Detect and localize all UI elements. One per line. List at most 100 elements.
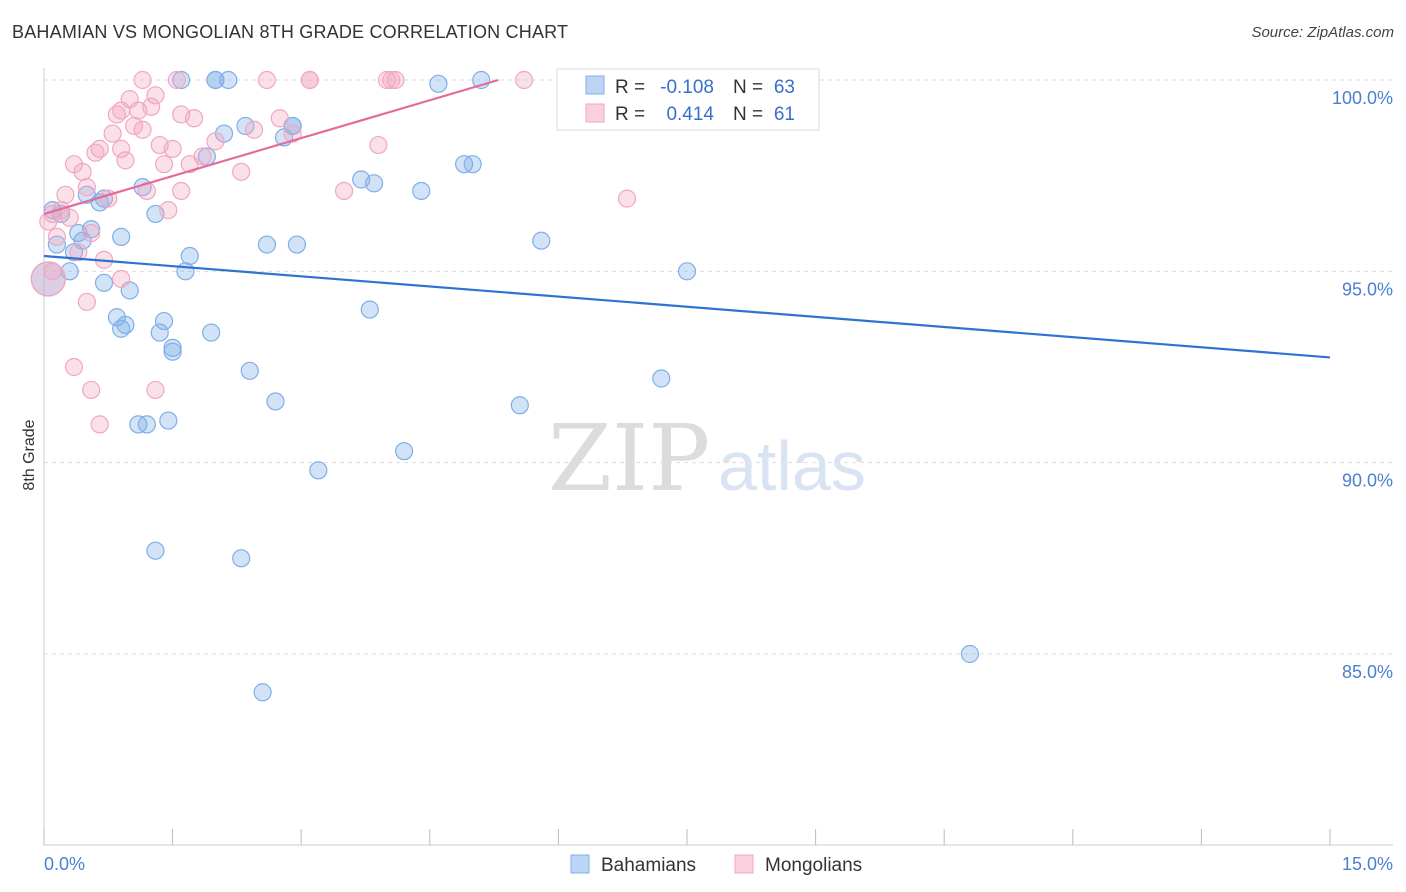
mongolians-points (30, 70, 637, 434)
source-label: Source: ZipAtlas.com (1251, 24, 1394, 41)
data-point-mongolians (172, 181, 191, 201)
data-point-bahamians (532, 231, 551, 250)
data-point-bahamians (412, 181, 431, 201)
data-point-mongolians (257, 70, 277, 90)
data-point-bahamians (82, 220, 101, 239)
y-tick-label: 85.0% (1342, 662, 1393, 682)
series-legend-label-mongolians: Mongolians (765, 855, 862, 876)
data-point-mongolians (103, 124, 122, 143)
data-point-bahamians (257, 235, 277, 254)
x-tick-label-min: 0.0% (44, 854, 85, 874)
data-point-bahamians (47, 235, 66, 254)
data-point-bahamians (219, 70, 238, 90)
data-point-bahamians (159, 411, 178, 430)
watermark-zip: ZIP (548, 405, 710, 512)
data-point-bahamians (463, 155, 482, 174)
data-point-mongolians (232, 162, 251, 181)
data-point-bahamians (112, 227, 131, 246)
chart-title: BAHAMIAN VS MONGOLIAN 8TH GRADE CORRELAT… (12, 22, 569, 42)
legend-n-label-bahamians: N = (733, 77, 763, 98)
data-point-mongolians (60, 208, 79, 227)
data-point-mongolians (167, 70, 186, 90)
data-point-bahamians (429, 74, 448, 93)
legend-r-value-bahamians: -0.108 (660, 77, 714, 98)
data-point-mongolians (82, 223, 101, 243)
trend-line-bahamians (43, 254, 1331, 359)
data-point-mongolians (90, 415, 109, 434)
y-tick-label: 95.0% (1342, 279, 1393, 299)
series-legend-label-bahamians: Bahamians (601, 855, 696, 876)
data-point-mongolians (146, 86, 165, 105)
y-tick-label: 100.0% (1332, 88, 1393, 108)
data-point-bahamians (652, 369, 671, 388)
data-point-mongolians (300, 70, 319, 90)
data-point-mongolians (77, 178, 96, 197)
legend-swatch-mongolians (585, 103, 605, 123)
series-legend-swatch-bahamians (570, 854, 590, 874)
data-point-mongolians (77, 292, 96, 312)
data-point-mongolians (184, 109, 204, 128)
data-point-mongolians (270, 109, 289, 128)
data-point-bahamians (94, 273, 114, 292)
data-point-mongolians (163, 139, 182, 158)
data-point-mongolians (283, 124, 302, 143)
data-point-mongolians (386, 70, 405, 90)
y-axis-label: 8th Grade (21, 419, 38, 490)
data-point-mongolians (47, 227, 66, 246)
data-point-mongolians (133, 70, 152, 90)
legend-n-value-bahamians: 63 (774, 77, 795, 98)
bahamians-points (30, 70, 980, 702)
data-point-bahamians (116, 315, 135, 335)
data-point-mongolians (617, 189, 637, 208)
series-legend: Bahamians Mongolians (570, 854, 862, 876)
data-point-bahamians (163, 342, 182, 361)
y-tick-label: 90.0% (1342, 471, 1393, 491)
axes (43, 68, 1393, 846)
data-point-bahamians (287, 235, 307, 254)
data-point-bahamians (364, 174, 384, 193)
legend-r-label-bahamians: R = (615, 77, 645, 98)
data-point-mongolians (116, 151, 135, 170)
data-point-mongolians (73, 162, 92, 181)
data-point-bahamians (146, 541, 165, 560)
y-tick-labels: 100.0% 95.0% 90.0% 85.0% (1332, 88, 1393, 682)
series-legend-swatch-mongolians (734, 854, 754, 874)
data-point-bahamians (266, 392, 285, 411)
data-point-bahamians (309, 461, 328, 480)
legend-swatch-bahamians (585, 75, 605, 95)
data-point-bahamians (172, 70, 191, 90)
data-point-mongolians (69, 243, 88, 262)
x-tick-label-max: 15.0% (1342, 854, 1393, 874)
data-point-bahamians (137, 415, 156, 434)
data-point-bahamians (202, 323, 221, 342)
data-point-mongolians (382, 70, 401, 90)
stats-legend: R = -0.108 N = 63 R = 0.414 N = 61 (556, 68, 820, 131)
data-point-mongolians (206, 132, 225, 151)
data-point-mongolians (112, 139, 131, 158)
watermark: ZIP atlas (548, 405, 866, 512)
data-point-mongolians (112, 269, 131, 289)
data-point-bahamians (677, 262, 697, 281)
data-point-bahamians (232, 549, 251, 568)
trend-lines (43, 78, 1331, 359)
data-point-mongolians (369, 135, 388, 155)
data-point-bahamians (154, 311, 174, 331)
data-point-mongolians (64, 357, 84, 377)
data-point-mongolians (56, 185, 75, 204)
data-point-bahamians (240, 361, 259, 380)
legend-n-value-mongolians: 61 (774, 104, 795, 125)
data-point-mongolians (244, 120, 264, 139)
data-point-bahamians (206, 70, 225, 90)
data-point-mongolians (82, 380, 101, 400)
trend-line-mongolians (43, 78, 499, 215)
legend-n-label-mongolians: N = (733, 104, 763, 125)
legend-r-value-mongolians: 0.414 (666, 104, 714, 125)
data-point-bahamians (960, 644, 980, 664)
data-point-mongolians (30, 261, 66, 297)
data-point-mongolians (146, 380, 165, 400)
data-point-bahamians (176, 262, 195, 281)
data-point-mongolians (133, 120, 152, 139)
data-point-mongolians (193, 147, 212, 166)
data-point-mongolians (142, 97, 161, 116)
